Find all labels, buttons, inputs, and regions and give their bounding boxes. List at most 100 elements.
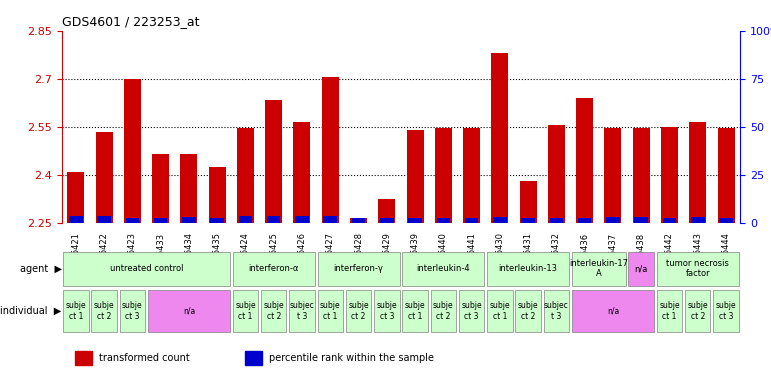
Bar xyxy=(520,181,537,223)
Bar xyxy=(350,218,367,223)
Bar xyxy=(635,217,648,223)
Bar xyxy=(209,167,226,223)
FancyBboxPatch shape xyxy=(318,290,343,332)
Text: tumor necrosis
factor: tumor necrosis factor xyxy=(666,259,729,278)
FancyBboxPatch shape xyxy=(430,290,456,332)
FancyBboxPatch shape xyxy=(487,252,569,286)
FancyBboxPatch shape xyxy=(289,290,315,332)
Text: subje
ct 2: subje ct 2 xyxy=(94,301,114,321)
FancyBboxPatch shape xyxy=(91,290,117,332)
FancyBboxPatch shape xyxy=(713,290,739,332)
Bar xyxy=(550,218,563,223)
Text: subje
ct 3: subje ct 3 xyxy=(376,301,397,321)
Text: subje
ct 1: subje ct 1 xyxy=(405,301,426,321)
Text: subjec
t 3: subjec t 3 xyxy=(544,301,569,321)
FancyBboxPatch shape xyxy=(148,290,230,332)
Text: interferon-α: interferon-α xyxy=(248,264,299,273)
FancyBboxPatch shape xyxy=(657,252,739,286)
Text: transformed count: transformed count xyxy=(99,353,190,363)
Bar xyxy=(76,351,93,365)
Text: subje
ct 3: subje ct 3 xyxy=(715,301,736,321)
Bar xyxy=(352,218,365,223)
Bar xyxy=(126,218,139,223)
Bar xyxy=(463,128,480,223)
Bar xyxy=(96,131,113,223)
FancyBboxPatch shape xyxy=(345,290,372,332)
Text: interleukin-17
A: interleukin-17 A xyxy=(569,259,628,278)
Bar xyxy=(322,77,338,223)
FancyBboxPatch shape xyxy=(63,252,230,286)
Bar xyxy=(154,218,167,223)
Bar xyxy=(379,199,396,223)
Text: interleukin-4: interleukin-4 xyxy=(416,264,470,273)
FancyBboxPatch shape xyxy=(402,252,484,286)
Text: interferon-γ: interferon-γ xyxy=(334,264,383,273)
Bar xyxy=(718,128,735,223)
Text: subje
ct 3: subje ct 3 xyxy=(122,301,143,321)
FancyBboxPatch shape xyxy=(233,290,258,332)
Bar xyxy=(294,122,311,223)
Bar xyxy=(245,351,262,365)
Bar xyxy=(435,128,452,223)
FancyBboxPatch shape xyxy=(233,252,315,286)
Bar xyxy=(97,216,111,223)
Text: subje
ct 2: subje ct 2 xyxy=(264,301,284,321)
Text: subje
ct 2: subje ct 2 xyxy=(518,301,538,321)
Bar xyxy=(576,98,593,223)
FancyBboxPatch shape xyxy=(318,252,399,286)
Bar xyxy=(67,172,84,223)
Text: interleukin-13: interleukin-13 xyxy=(499,264,557,273)
Bar xyxy=(180,154,197,223)
Bar xyxy=(491,53,508,223)
Bar xyxy=(493,217,507,223)
Bar xyxy=(719,218,732,223)
Text: subje
ct 2: subje ct 2 xyxy=(688,301,708,321)
Text: subje
ct 1: subje ct 1 xyxy=(235,301,256,321)
Text: subje
ct 1: subje ct 1 xyxy=(320,301,341,321)
Text: n/a: n/a xyxy=(183,306,195,316)
FancyBboxPatch shape xyxy=(261,290,287,332)
Bar xyxy=(324,216,337,223)
Bar xyxy=(689,122,706,223)
Bar xyxy=(604,128,621,223)
Text: percentile rank within the sample: percentile rank within the sample xyxy=(268,353,433,363)
Bar xyxy=(663,218,676,223)
Bar xyxy=(691,217,705,223)
Bar xyxy=(633,128,650,223)
Bar xyxy=(182,217,196,223)
Bar xyxy=(578,218,591,223)
Text: subje
ct 3: subje ct 3 xyxy=(461,301,482,321)
Text: agent  ▶: agent ▶ xyxy=(20,264,62,274)
Text: untreated control: untreated control xyxy=(109,264,183,273)
FancyBboxPatch shape xyxy=(628,252,654,286)
Bar xyxy=(465,218,478,223)
Bar xyxy=(295,216,308,223)
FancyBboxPatch shape xyxy=(120,290,145,332)
Bar xyxy=(380,218,393,223)
FancyBboxPatch shape xyxy=(487,290,513,332)
Text: individual  ▶: individual ▶ xyxy=(1,306,62,316)
FancyBboxPatch shape xyxy=(459,290,484,332)
FancyBboxPatch shape xyxy=(63,290,89,332)
Text: subje
ct 2: subje ct 2 xyxy=(348,301,369,321)
Bar xyxy=(265,99,282,223)
FancyBboxPatch shape xyxy=(544,290,569,332)
Bar xyxy=(152,154,169,223)
Bar xyxy=(521,218,535,223)
Text: subje
ct 1: subje ct 1 xyxy=(66,301,86,321)
Bar xyxy=(436,218,450,223)
Bar xyxy=(267,216,281,223)
FancyBboxPatch shape xyxy=(402,290,428,332)
Bar xyxy=(606,217,620,223)
FancyBboxPatch shape xyxy=(657,290,682,332)
FancyBboxPatch shape xyxy=(572,290,654,332)
Bar xyxy=(124,79,141,223)
Text: subje
ct 1: subje ct 1 xyxy=(490,301,510,321)
Text: subje
ct 1: subje ct 1 xyxy=(659,301,680,321)
Bar xyxy=(548,125,565,223)
Text: subje
ct 2: subje ct 2 xyxy=(433,301,453,321)
FancyBboxPatch shape xyxy=(515,290,540,332)
Bar xyxy=(210,218,224,223)
Bar xyxy=(237,128,254,223)
FancyBboxPatch shape xyxy=(572,252,626,286)
